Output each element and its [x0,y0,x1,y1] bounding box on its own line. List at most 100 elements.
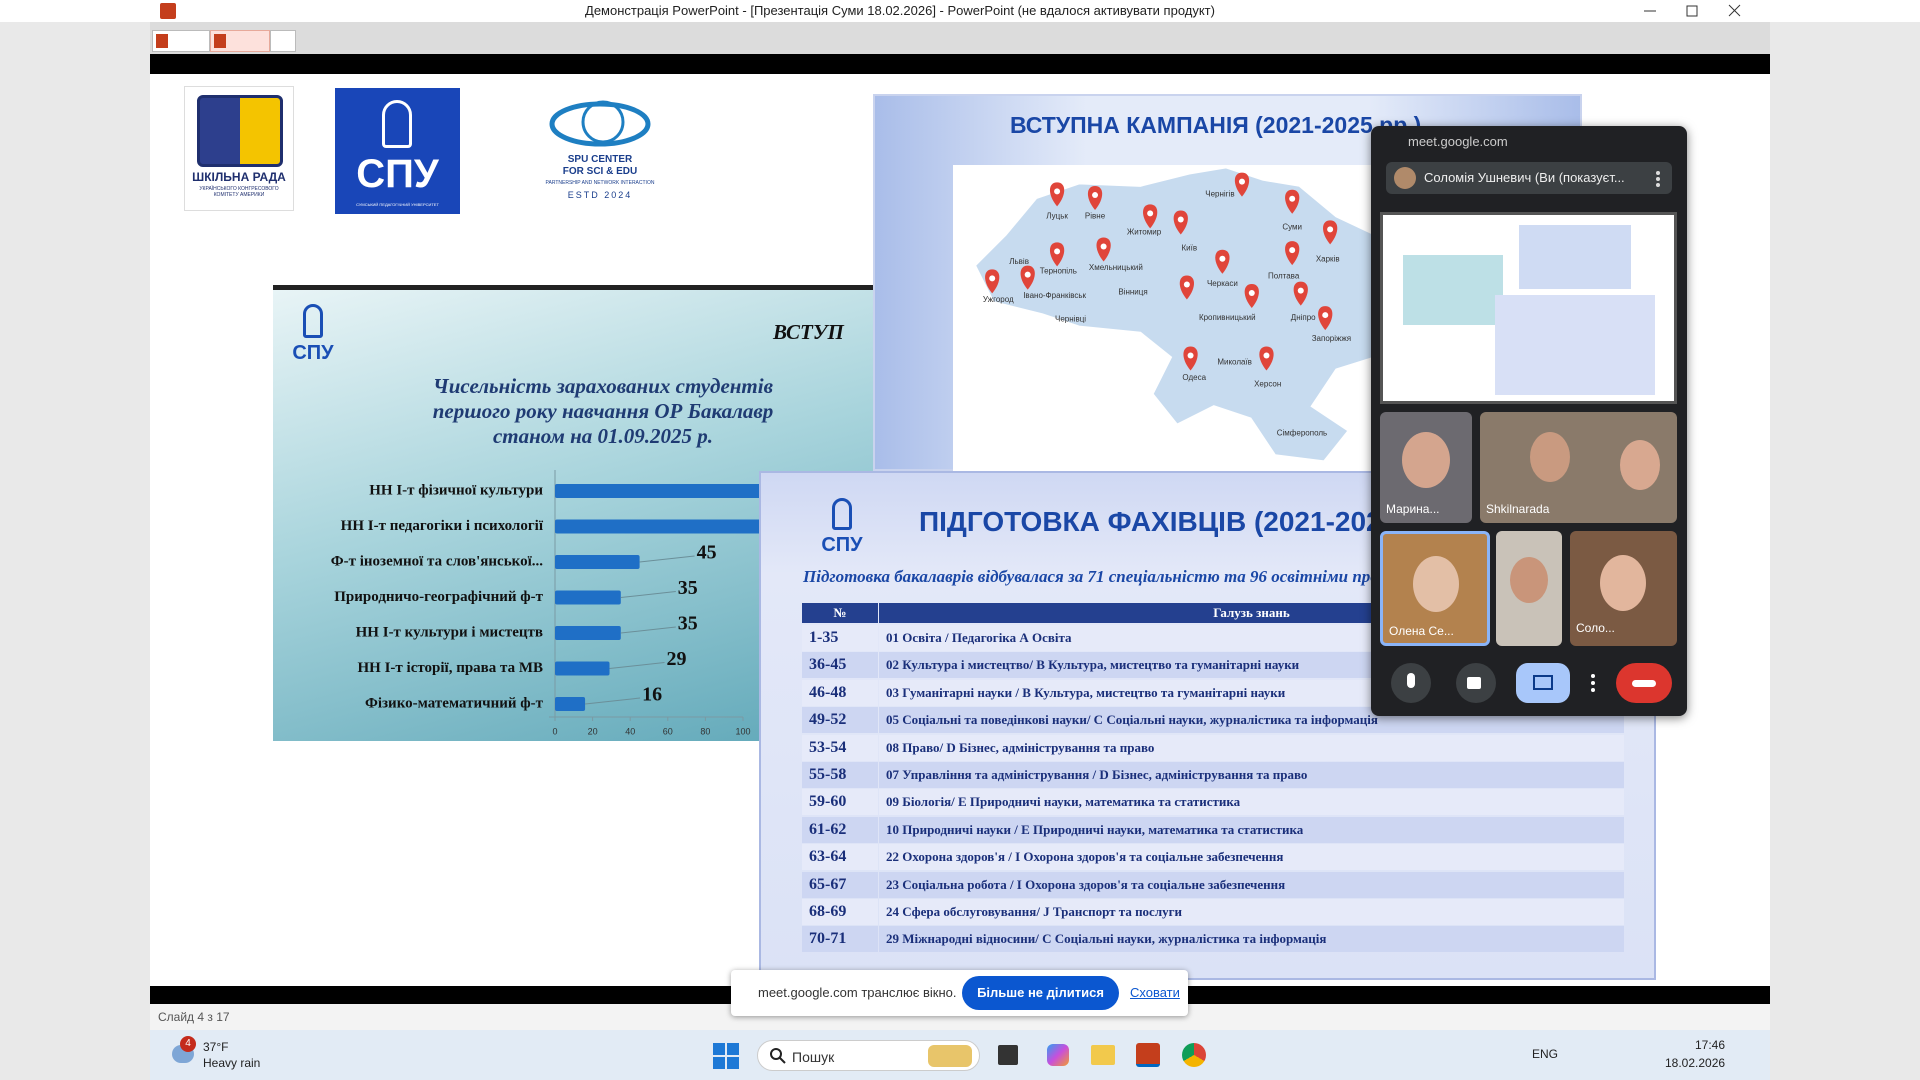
participant-name: Олена Се... [1389,624,1454,638]
tab[interactable] [152,30,210,52]
map-pin [1259,346,1274,371]
table-cell: 65-67 [802,871,878,898]
tray-language[interactable]: ENG [1532,1047,1559,1061]
table-cell: 09 Біологія/ Е Природничі науки, математ… [879,789,1624,816]
map-pin-dot [1054,248,1061,255]
city-label: Вінниця [1118,287,1147,296]
app-icon [160,3,176,19]
city-label: Ужгород [983,295,1014,304]
bar [555,555,640,569]
map-pin [1049,182,1065,207]
app-icon[interactable] [998,1045,1018,1065]
logo-text: PARTNERSHIP AND NETWORK INTERACTION [545,180,655,186]
map-pin [1285,241,1300,266]
slide-logo: СПУ [285,302,341,370]
map-pin-dot [1263,352,1270,359]
app-icon[interactable] [1182,1043,1206,1067]
mic-button[interactable] [1391,663,1431,703]
x-tick-label: 20 [588,726,598,736]
city-label: Полтава [1268,272,1300,281]
table-cell: 59-60 [802,789,878,816]
participant-tile[interactable]: Марина... [1380,412,1472,523]
participant-tile[interactable]: Соло... [1570,531,1677,646]
camera-button[interactable] [1456,663,1496,703]
app-icon[interactable] [1091,1045,1115,1065]
hangup-button[interactable] [1616,663,1672,703]
map-pin-dot [1147,210,1154,217]
present-button[interactable] [1516,663,1570,703]
self-pill[interactable]: Соломія Ушневич (Ви (показуєт... [1386,162,1672,194]
table-cell: 10 Природничі науки / Е Природничі науки… [879,816,1624,843]
slideshow-band-top [150,54,1770,74]
hide-link[interactable]: Сховати [1130,985,1180,1000]
slide-logo: СПУ [814,496,870,562]
face [1600,555,1646,611]
table-cell: 46-48 [802,679,878,706]
clock-date[interactable]: 18.02.2026 [1665,1056,1726,1070]
table-header-cell: № [802,603,878,623]
logo-school-council: ШКІЛЬНА РАДА УКРАЇНСЬКОГО КОНГРЕСОВОГО К… [184,86,294,211]
leader-line [620,591,676,598]
map-pin-dot [1177,216,1184,223]
participant-name: Shkilnarada [1486,502,1550,516]
chart-title: Чисельність зарахованих студентів першог… [432,374,774,448]
map: Луцьк Рівне Житомир Чернігів Суми Харків Львів… [953,165,1376,471]
search-placeholder: Пошук [792,1049,835,1065]
participant-tile[interactable]: Shkilnarada [1480,412,1677,523]
app-icon[interactable] [1136,1043,1160,1067]
city-label: Сімферополь [1277,428,1327,437]
meet-url: meet.google.com [1408,134,1508,149]
face [1402,432,1450,488]
participant-name: Марина... [1386,502,1440,516]
clock-time[interactable]: 17:46 [1695,1038,1726,1052]
search-icon [770,1048,786,1064]
preview-chart [1403,255,1503,325]
face [1413,556,1459,612]
participant-name: Соло... [1576,621,1615,635]
more-options[interactable] [1589,673,1597,693]
status-bar: Слайд 4 з 17 [150,1004,1770,1030]
logo-pen [382,100,412,148]
table-cell: 49-52 [802,707,878,734]
city-label: Рівне [1085,212,1106,221]
meet-window: meet.google.com Соломія Ушневич (Ви (пок… [1371,126,1687,716]
map-pin-dot [1054,188,1061,195]
leader-line [585,697,641,705]
city-label: Тернопіль [1040,267,1077,276]
map-pin-dot [1219,255,1226,262]
tab[interactable] [210,30,270,52]
leader-line [620,626,676,634]
tab[interactable] [270,30,296,52]
start-button[interactable] [713,1043,739,1069]
share-text: meet.google.com транслює вікно. [758,985,957,1000]
city-label: Луцьк [1046,212,1068,221]
app-icon[interactable] [1047,1044,1069,1066]
search-box[interactable]: Пошук [757,1040,980,1071]
y-tick-label: НН І-т історії, права та МВ [357,660,543,676]
stop-sharing-button[interactable]: Більше не ділитися [962,976,1119,1010]
city-label: Житомир [1127,227,1162,236]
city-label: Херсон [1254,379,1281,388]
face [1510,557,1548,603]
leader-line [609,662,665,669]
logo-text: ESTD 2024 [567,190,633,200]
y-tick-label: Природничо-географічний ф-т [334,589,543,605]
participant-tile[interactable]: Олена Се... [1380,531,1490,646]
map-pin [985,269,1000,294]
window-title: Демонстрація PowerPoint - [Презентація С… [585,3,1215,18]
participant-tile[interactable] [1496,531,1562,646]
tab-icon [156,34,168,48]
logo-globe [549,100,651,147]
notification-badge: 4 [180,1036,196,1052]
window-controls[interactable] [1630,0,1750,22]
weather: Heavy rain [203,1056,261,1070]
city-label: Одеса [1182,373,1206,382]
x-tick-label: 0 [552,726,557,736]
bar [555,590,621,605]
map-pin-dot [1327,226,1334,233]
logo-text: ШКІЛЬНА РАДА [192,170,286,184]
x-tick-label: 60 [663,726,673,736]
value-label: 35 [678,613,698,635]
present-icon [1533,675,1553,690]
more-button[interactable] [1654,170,1662,188]
